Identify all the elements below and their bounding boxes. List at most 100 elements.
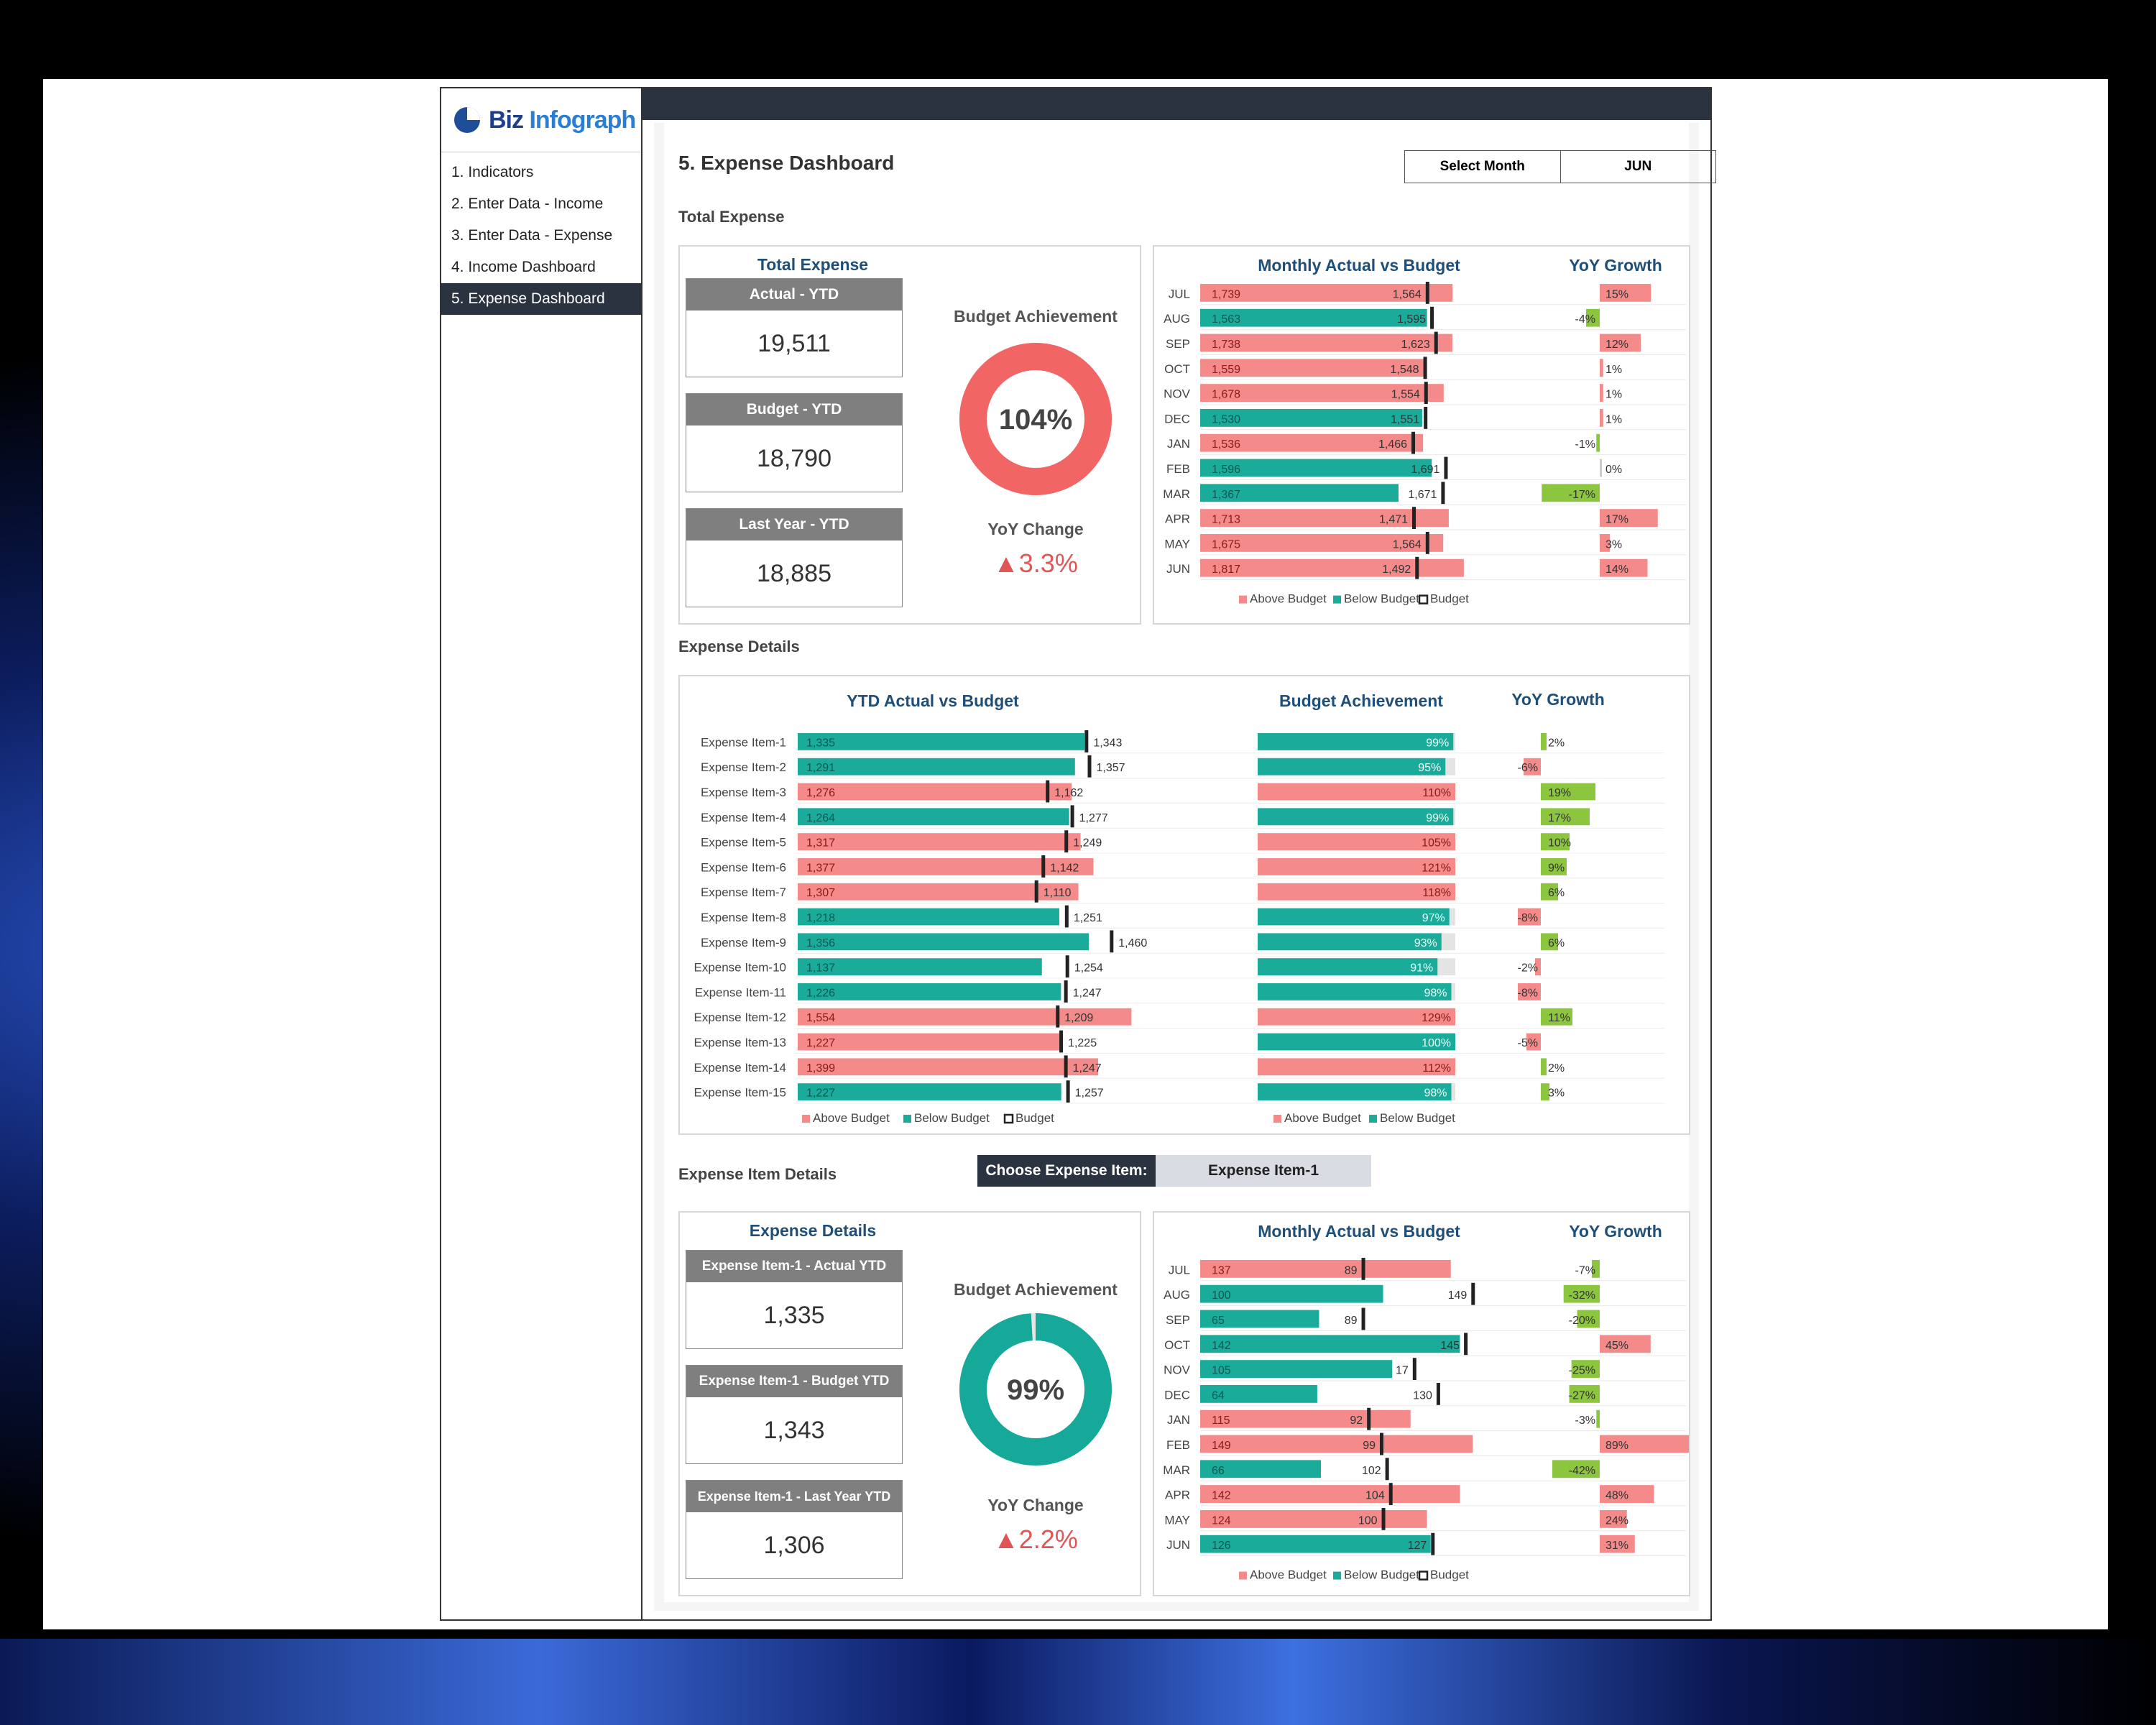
- legend-label: Below Budget: [1344, 592, 1419, 606]
- kpi-budget-ytd: Budget - YTD 18,790: [686, 393, 903, 492]
- kpi-value: 18,790: [757, 445, 831, 472]
- achievement-label: 93%: [1414, 937, 1437, 949]
- budget-marker: [1412, 507, 1416, 529]
- growth-bar: [1600, 409, 1603, 427]
- sidebar: Biz Infograph 1. Indicators 2. Enter Dat…: [441, 88, 642, 1619]
- month-label: FEB: [1166, 462, 1190, 476]
- sidebar-item-indicators[interactable]: 1. Indicators: [451, 164, 534, 180]
- month-label: MAY: [1164, 537, 1190, 551]
- budget-value-label: 1,249: [1073, 837, 1102, 850]
- growth-bar: [1541, 858, 1567, 875]
- budget-marker: [1424, 382, 1428, 404]
- budget-value-label: 1,564: [1393, 538, 1422, 551]
- budget-marker: [1423, 356, 1427, 380]
- achievement-label: 112%: [1422, 1062, 1451, 1075]
- actual-value-label: 1,227: [806, 1037, 835, 1049]
- select-month-label: Select Month: [1405, 151, 1561, 183]
- growth-label: -3%: [1575, 1414, 1595, 1427]
- budget-marker: [1436, 1383, 1440, 1405]
- kpi-item-budget: Expense Item-1 - Budget YTD 1,343: [686, 1365, 903, 1464]
- growth-bar: [1518, 908, 1541, 926]
- achievement-bar: [1258, 808, 1454, 826]
- actual-bar: [1200, 484, 1399, 502]
- month-label: DEC: [1164, 412, 1190, 426]
- actual-value-label: 1,356: [806, 937, 835, 949]
- budget-marker: [1041, 855, 1046, 878]
- achievement-bar: [1258, 758, 1446, 776]
- donut-value: 104%: [999, 404, 1072, 436]
- kpi-item-actual: Expense Item-1 - Actual YTD 1,335: [686, 1250, 903, 1349]
- kpi-label: Expense Item-1 - Last Year YTD: [686, 1481, 902, 1512]
- growth-bar: [1542, 484, 1600, 502]
- legend-swatch: [1239, 1571, 1247, 1580]
- budget-value-label: 1,551: [1391, 413, 1419, 426]
- budget-value-label: 1,671: [1408, 489, 1437, 501]
- actual-value-label: 1,226: [806, 987, 835, 999]
- growth-label: 1%: [1606, 389, 1622, 401]
- month-label: AUG: [1164, 312, 1190, 326]
- growth-label: 48%: [1606, 1490, 1628, 1502]
- legend-swatch: [1273, 1115, 1281, 1123]
- month-label: OCT: [1164, 1338, 1190, 1352]
- item-label: Expense Item-14: [694, 1061, 786, 1075]
- budget-marker: [1084, 730, 1089, 753]
- growth-bar: [1600, 334, 1641, 352]
- actual-bar: [798, 958, 1042, 975]
- growth-label: -27%: [1569, 1389, 1595, 1402]
- growth-bar: [1541, 933, 1558, 951]
- budget-marker: [1059, 1030, 1064, 1053]
- growth-bar: [1524, 758, 1541, 776]
- budget-marker: [1110, 930, 1114, 953]
- budget-marker: [1385, 1458, 1389, 1481]
- budget-value-label: 1,492: [1382, 564, 1411, 576]
- actual-value-label: 1,137: [806, 962, 835, 975]
- page-title: 5. Expense Dashboard: [678, 152, 895, 174]
- actual-bar: [798, 733, 1084, 750]
- expense-item-dropdown[interactable]: Expense Item-1: [1156, 1155, 1371, 1187]
- section-expense-details: Expense Details: [678, 638, 800, 656]
- growth-label: -25%: [1569, 1365, 1595, 1377]
- achievement-bar: [1258, 933, 1442, 951]
- growth-bar: [1541, 733, 1547, 750]
- actual-value-label: 1,276: [806, 787, 835, 799]
- legend-swatch: [1003, 1113, 1014, 1124]
- selected-month-dropdown[interactable]: JUN: [1624, 159, 1652, 174]
- choose-item-label: Choose Expense Item:: [977, 1155, 1156, 1187]
- actual-bar: [798, 1058, 1099, 1076]
- actual-value-label: 1,317: [806, 837, 835, 850]
- actual-bar: [1200, 1435, 1473, 1453]
- item-label: Expense Item-15: [694, 1086, 786, 1100]
- actual-value-label: 1,678: [1212, 389, 1240, 401]
- actual-bar: [1200, 1409, 1411, 1428]
- sidebar-item-expense-dashboard[interactable]: 5. Expense Dashboard: [441, 283, 641, 315]
- kpi-label: Actual - YTD: [686, 279, 902, 310]
- actual-value-label: 1,399: [806, 1062, 835, 1075]
- kpi-value: 1,335: [763, 1302, 825, 1329]
- legend-label: Above Budget: [1250, 592, 1327, 606]
- actual-bar: [798, 833, 1081, 850]
- budget-marker: [1425, 282, 1429, 304]
- budget-marker: [1415, 556, 1419, 579]
- actual-bar: [798, 758, 1075, 776]
- growth-label: 1%: [1606, 364, 1622, 376]
- budget-marker: [1441, 482, 1445, 505]
- growth-label: 11%: [1548, 1012, 1570, 1024]
- app-window: Biz Infograph 1. Indicators 2. Enter Dat…: [440, 87, 1716, 1621]
- growth-label: -7%: [1575, 1264, 1595, 1276]
- growth-bar: [1600, 1535, 1635, 1553]
- item-label: Expense Item-6: [701, 860, 786, 874]
- legend-label: Above Budget: [1250, 1568, 1327, 1582]
- sidebar-item-income-dashboard[interactable]: 4. Income Dashboard: [451, 259, 596, 275]
- growth-bar: [1552, 1460, 1600, 1478]
- actual-bar: [798, 933, 1089, 951]
- dashboard-sheet: 5. Expense Dashboard Select Month JUN To…: [664, 123, 1716, 1602]
- budget-marker: [1064, 1055, 1068, 1078]
- budget-marker: [1471, 1282, 1475, 1305]
- donut-fill: [959, 1313, 1112, 1466]
- logo: Biz Infograph: [441, 88, 641, 152]
- sidebar-item-enter-expense[interactable]: 3. Enter Data - Expense: [451, 227, 613, 244]
- growth-label: 12%: [1606, 339, 1628, 351]
- monthly-item-panel: Monthly Actual vs Budget YoY Growth JUL 137…: [1153, 1211, 1690, 1596]
- sidebar-item-enter-income[interactable]: 2. Enter Data - Income: [451, 196, 604, 212]
- actual-bar: [1200, 1460, 1321, 1478]
